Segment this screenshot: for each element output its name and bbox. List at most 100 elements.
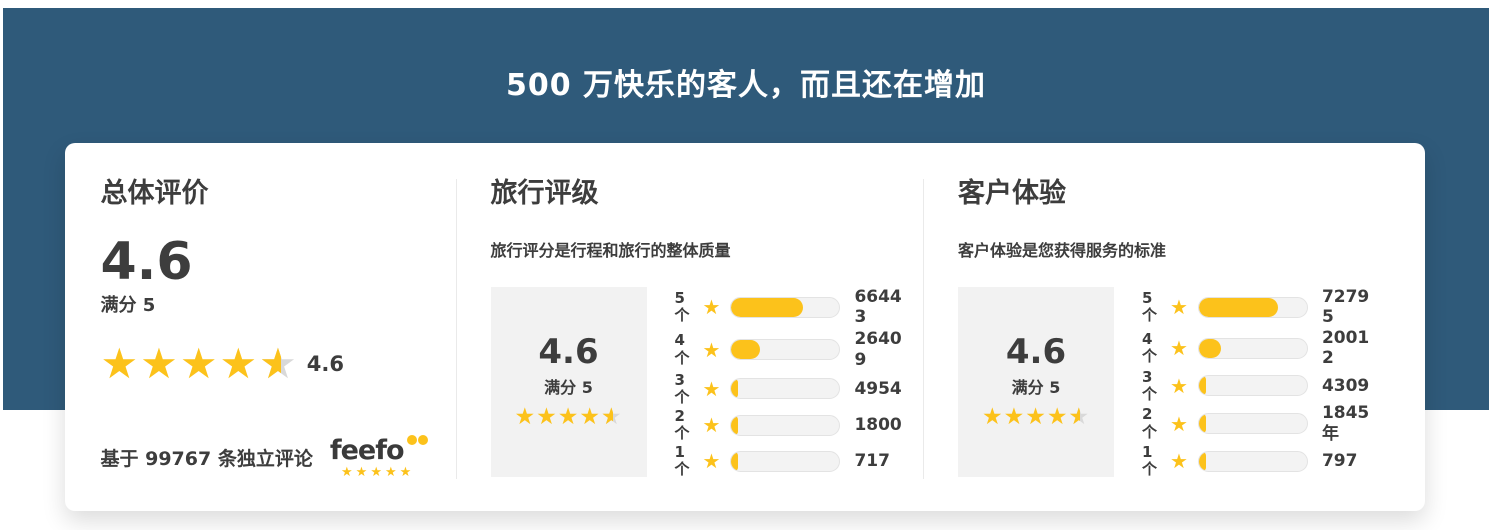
rating-bar-track [1197, 337, 1308, 359]
rating-row-5-star: 5 个 72795 [1142, 287, 1385, 328]
feefo-wordmark: feefo [330, 434, 428, 464]
rating-bar-fill [1198, 376, 1206, 396]
star-icon [514, 406, 536, 429]
rating-count: 4309 [1321, 375, 1370, 396]
row-star-unit: 个 [674, 306, 690, 325]
row-star-count-label: 5 个 [674, 288, 695, 325]
rating-bar-track [1197, 413, 1308, 435]
rating-bar-track [1197, 296, 1308, 318]
rating-bar-track [730, 339, 841, 361]
experience-panel-subtitle: 客户体验是您获得服务的标准 [958, 240, 1167, 260]
rating-count: 4954 [854, 378, 902, 399]
rating-row-2-star: 2 个 1800 [674, 406, 918, 443]
row-star-unit: 个 [1142, 422, 1158, 441]
star-icon [1170, 376, 1188, 396]
rating-bar-fill [731, 297, 803, 317]
star-fill-icon [1068, 406, 1080, 429]
rating-count: 1800 [854, 415, 902, 435]
rating-bar-track [730, 296, 841, 318]
star-icon [703, 379, 721, 399]
experience-out-of-label: 满分 5 [1011, 377, 1061, 397]
rating-bar-track [730, 450, 841, 472]
overall-score: 4.6 [100, 231, 193, 292]
rating-count: 20012 [1321, 327, 1370, 369]
row-star-count-label: 4 个 [675, 332, 695, 367]
row-star-number: 2 [674, 406, 685, 425]
feefo-stars-icon [341, 466, 414, 479]
experience-rating-body: 4.6 满分 5 5 个 [958, 286, 1385, 479]
star-fill-icon [259, 343, 281, 385]
experience-score: 4.6 [1005, 332, 1067, 373]
row-star-unit: 个 [674, 460, 690, 479]
star-icon [579, 406, 601, 429]
rating-bar-track [730, 414, 841, 436]
row-star-number: 1 [1142, 443, 1153, 462]
rating-bar-fill [1198, 297, 1278, 317]
star-icon [703, 297, 721, 317]
service-rating-rows: 5 个 66443 4 个 [675, 287, 918, 479]
row-star-number: 5 [1142, 288, 1153, 307]
rating-bar-fill [731, 415, 739, 435]
row-star-count-label: 3 个 [1142, 367, 1162, 404]
star-icon [558, 406, 580, 429]
star-icon [1170, 451, 1188, 471]
rating-count: 26409 [854, 329, 902, 370]
rating-count: 66443 [854, 286, 902, 328]
star-icon [703, 451, 721, 471]
star-icon [101, 343, 141, 385]
star-icon [703, 415, 721, 435]
row-star-unit: 个 [674, 387, 690, 406]
rating-count: 1845 年 [1321, 403, 1370, 444]
rating-bar-track [1197, 375, 1308, 397]
star-icon [1025, 406, 1047, 429]
rating-row-3-star: 3 个 4309 [1142, 367, 1385, 404]
overall-rating-panel: 总体评价 4.6 满分 5 4.6 基于 99767 条独立评论 feefo [101, 179, 456, 479]
rating-row-3-star: 3 个 4954 [674, 370, 918, 407]
service-rating-body: 4.6 满分 5 5 个 [490, 286, 918, 479]
service-rating-panel: 旅行评级 旅行评分是行程和旅行的整体质量 4.6 满分 5 [455, 179, 924, 479]
star-fill-icon [601, 406, 613, 429]
star-icon [1004, 406, 1026, 429]
star-half-icon [259, 339, 299, 388]
overall-star-rating: 4.6 [101, 339, 426, 388]
reviews-card: 总体评价 4.6 满分 5 4.6 基于 99767 条独立评论 feefo 旅… [64, 143, 1425, 511]
row-star-count-label: 1 个 [1142, 443, 1162, 479]
experience-score-summary-box: 4.6 满分 5 [958, 286, 1114, 477]
rating-row-5-star: 5 个 66443 [675, 287, 918, 328]
rating-bar-fill [731, 451, 739, 471]
rating-bar-fill [1198, 338, 1221, 358]
row-star-count-label: 5 个 [1142, 288, 1162, 325]
star-icon [219, 343, 259, 385]
star-icon [1170, 414, 1188, 434]
experience-panel-title: 客户体验 [958, 178, 1066, 209]
row-star-count-label: 2 个 [674, 406, 695, 443]
row-star-count-label: 4 个 [1142, 330, 1162, 366]
rating-count: 797 [1321, 451, 1358, 472]
star-icon [180, 343, 220, 385]
row-star-number: 3 [1142, 367, 1153, 386]
star-icon [982, 406, 1004, 429]
overall-out-of-label: 满分 5 [100, 295, 156, 317]
row-star-count-label: 3 个 [674, 370, 695, 407]
rating-count: 717 [854, 451, 890, 472]
rating-bar-fill [1198, 414, 1206, 434]
experience-star-rating [982, 404, 1090, 430]
service-panel-subtitle: 旅行评分是行程和旅行的整体质量 [490, 240, 731, 260]
row-star-number: 2 [1142, 405, 1153, 424]
rating-bar-fill [731, 379, 739, 399]
rating-row-4-star: 4 个 26409 [675, 329, 918, 370]
rating-row-2-star: 2 个 1845 年 [1142, 403, 1385, 444]
rating-bar-track [730, 378, 841, 400]
service-star-rating [514, 404, 623, 430]
rating-count: 72795 [1321, 286, 1370, 328]
row-star-unit: 个 [1142, 384, 1158, 403]
star-icon [703, 340, 721, 360]
row-star-number: 3 [674, 370, 685, 389]
rating-row-4-star: 4 个 20012 [1142, 328, 1385, 369]
star-icon [1047, 406, 1069, 429]
row-star-number: 5 [674, 288, 685, 307]
rating-bar-track [1197, 450, 1308, 472]
star-icon [536, 406, 558, 429]
feefo-logo[interactable]: feefo [330, 434, 428, 479]
rating-bar-fill [1198, 451, 1206, 471]
